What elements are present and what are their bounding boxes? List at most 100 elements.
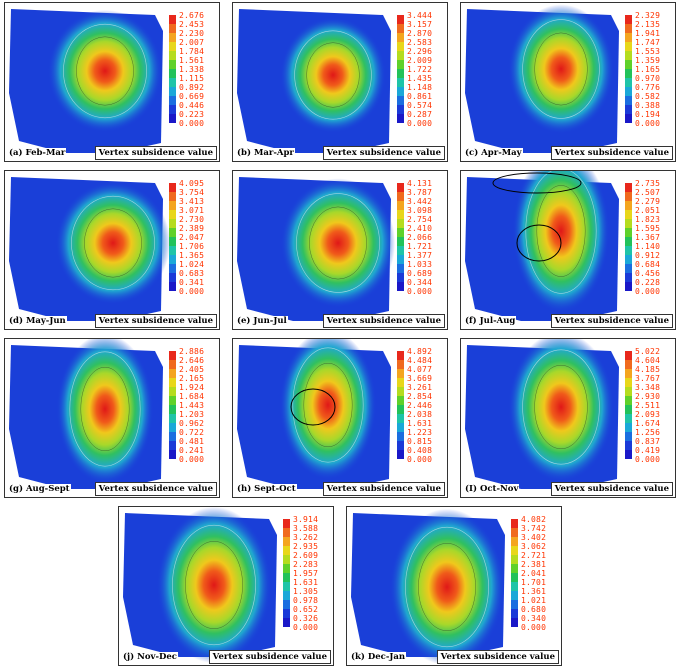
color-scale-tick-label: 1.957	[293, 569, 319, 578]
color-scale-tick-label: 0.408	[407, 446, 433, 455]
color-scale-tick-label: 0.000	[407, 119, 433, 128]
color-scale-tick-label: 2.453	[179, 20, 205, 29]
color-scale-tick-label: 3.071	[179, 206, 205, 215]
color-scale-swatch	[397, 273, 404, 282]
color-scale-swatch	[625, 282, 632, 291]
color-scale-tick-label: 0.228	[635, 278, 661, 287]
color-scale-tick-label: 1.367	[635, 233, 661, 242]
color-scale-swatch	[397, 69, 404, 78]
panel-caption: (f) Jul-Aug	[464, 316, 517, 326]
color-scale-swatch	[511, 573, 518, 582]
color-scale-swatch	[169, 432, 176, 441]
panel-caption: (j) Nov-Dec	[122, 652, 178, 662]
color-scale-swatch	[397, 360, 404, 369]
color-scale-tick-label: 2.283	[293, 560, 319, 569]
color-scale-swatch	[625, 369, 632, 378]
color-scale-tick-label: 2.511	[635, 401, 661, 410]
color-scale-swatch	[169, 264, 176, 273]
color-scale-swatch	[511, 600, 518, 609]
color-scale-tick-label: 0.344	[407, 278, 433, 287]
color-scale-tick-label: 0.582	[635, 92, 661, 101]
color-scale-swatch	[625, 15, 632, 24]
color-scale-swatch	[397, 432, 404, 441]
color-scale-swatch	[625, 87, 632, 96]
color-scale-tick-label: 1.595	[635, 224, 661, 233]
color-scale-tick-label: 2.754	[407, 215, 433, 224]
color-scale-swatch	[169, 96, 176, 105]
color-scale-tick-label: 0.683	[179, 269, 205, 278]
subsidence-map-image	[237, 9, 391, 153]
panel-caption: (a) Feb-Mar	[8, 148, 67, 158]
color-scale-tick-label: 0.481	[179, 437, 205, 446]
color-scale-tick-label: 1.359	[635, 56, 661, 65]
vertex-subsidence-value-label: Vertex subsidence value	[322, 482, 445, 496]
color-scale-tick-label: 4.892	[407, 347, 433, 356]
color-scale-tick-label: 1.365	[179, 251, 205, 260]
color-scale-swatch	[625, 441, 632, 450]
color-scale-tick-label: 4.082	[521, 515, 547, 524]
vertex-subsidence-value-label: Vertex subsidence value	[208, 650, 331, 664]
color-scale-tick-label: 0.287	[407, 110, 433, 119]
subsidence-panel: 3.444 3.157 2.870 2.583 2.296 2.009 1.722 1.435…	[232, 2, 448, 162]
color-scale-tick-label: 0.652	[293, 605, 319, 614]
color-scale-swatch	[625, 387, 632, 396]
color-scale-swatch	[511, 546, 518, 555]
color-scale-tick-label: 0.000	[293, 623, 319, 632]
color-scale-swatch	[625, 201, 632, 210]
color-scale-tick-label: 2.389	[179, 224, 205, 233]
subsidence-panel: 4.131 3.787 3.442 3.098 2.754 2.410 2.066 1.721…	[232, 170, 448, 330]
color-scale-tick-label: 0.861	[407, 92, 433, 101]
color-scale-swatch	[283, 537, 290, 546]
subsidence-map-image	[9, 177, 171, 321]
color-scale-tick-label: 5.022	[635, 347, 661, 356]
color-scale-tick-label: 2.066	[407, 233, 433, 242]
color-scale-swatch	[397, 369, 404, 378]
color-scale-swatch	[397, 441, 404, 450]
color-scale-swatch	[169, 51, 176, 60]
color-scale-tick-label: 1.631	[293, 578, 319, 587]
color-scale-swatch	[169, 87, 176, 96]
color-scale-swatch	[397, 237, 404, 246]
color-scale-swatch	[625, 210, 632, 219]
color-scale-swatch	[625, 432, 632, 441]
color-scale-swatch	[397, 192, 404, 201]
color-scale-swatch	[283, 528, 290, 537]
color-scale-tick-label: 3.157	[407, 20, 433, 29]
color-scale-swatch	[397, 24, 404, 33]
color-scale-swatch	[625, 33, 632, 42]
color-scale-swatch	[169, 255, 176, 264]
color-scale-tick-label: 1.721	[407, 242, 433, 251]
color-scale-tick-label: 0.388	[635, 101, 661, 110]
color-scale-swatch	[169, 405, 176, 414]
color-scale-swatch	[625, 228, 632, 237]
color-scale-tick-label: 0.000	[521, 623, 547, 632]
color-scale-swatch	[397, 387, 404, 396]
color-scale-swatch	[625, 405, 632, 414]
color-scale-swatch	[169, 396, 176, 405]
color-scale-swatch	[283, 564, 290, 573]
color-scale-tick-label: 3.669	[407, 374, 433, 383]
color-scale-swatch	[397, 201, 404, 210]
color-scale-swatch	[169, 414, 176, 423]
panel-caption: (g) Aug-Sept	[8, 484, 71, 494]
vertex-subsidence-value-label: Vertex subsidence value	[94, 314, 217, 328]
color-scale-swatch	[625, 396, 632, 405]
color-scale-swatch	[625, 351, 632, 360]
color-scale-tick-label: 0.000	[179, 119, 205, 128]
color-scale-tick-label: 1.223	[407, 428, 433, 437]
color-scale-swatch	[625, 450, 632, 459]
color-scale-tick-label: 2.609	[293, 551, 319, 560]
color-scale-tick-label: 2.870	[407, 29, 433, 38]
color-scale-tick-label: 3.261	[407, 383, 433, 392]
color-scale-tick-label: 0.689	[407, 269, 433, 278]
color-scale-tick-label: 1.203	[179, 410, 205, 419]
color-scale-swatch	[397, 219, 404, 228]
color-scale-tick-label: 2.038	[407, 410, 433, 419]
color-scale-swatch	[283, 618, 290, 627]
vertex-subsidence-value-label: Vertex subsidence value	[322, 314, 445, 328]
color-scale-tick-label: 0.446	[179, 101, 205, 110]
color-scale-swatch	[397, 396, 404, 405]
subsidence-panel: 2.329 2.135 1.941 1.747 1.553 1.359 1.165 0.970…	[460, 2, 676, 162]
color-scale-tick-label: 1.823	[635, 215, 661, 224]
color-scale-tick-label: 1.361	[521, 587, 547, 596]
